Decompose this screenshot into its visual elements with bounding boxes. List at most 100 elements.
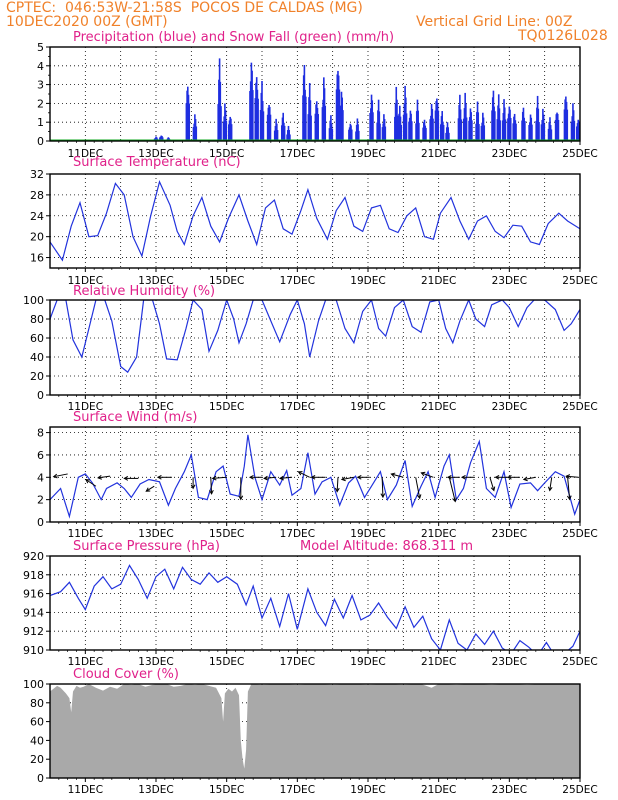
wind-arrow-shaft xyxy=(523,476,536,480)
cloud-xtick-label: 13DEC xyxy=(138,784,173,796)
wind-arrow-shaft xyxy=(381,477,384,498)
wind-arrow-head xyxy=(52,473,58,479)
precip-xtick-label: 19DEC xyxy=(350,148,385,160)
precip-bar xyxy=(161,137,164,141)
wind-arrow-shaft xyxy=(421,472,434,478)
cloud-ytick-label: 0 xyxy=(37,772,44,785)
temp-xtick-label: 15DEC xyxy=(209,275,244,287)
precip-bar xyxy=(257,98,259,141)
wind-arrow-shaft xyxy=(298,471,310,478)
wind-arrow-head xyxy=(522,476,528,482)
precip-ytick-label: 2 xyxy=(37,97,44,110)
wind-arrow-shaft xyxy=(549,477,553,491)
wind-arrow-head xyxy=(565,474,571,479)
precip-bar xyxy=(305,96,307,141)
wind-arrow-head xyxy=(190,484,196,490)
precip-bar xyxy=(543,123,546,141)
precip-panel xyxy=(46,46,581,145)
pressure-xtick-label: 23DEC xyxy=(492,656,527,668)
wind-xtick-label: 23DEC xyxy=(492,528,527,540)
wind-arrow-shaft xyxy=(415,477,421,499)
precip-ytick-label: 1 xyxy=(37,116,44,129)
wind-arrow-head xyxy=(263,475,269,481)
rh-ytick-label: 100 xyxy=(23,294,44,307)
precip-bar xyxy=(515,123,517,141)
precip-bar xyxy=(358,130,360,141)
precip-bar xyxy=(437,110,440,141)
precip-bar xyxy=(269,114,272,141)
wind-arrow-shaft xyxy=(53,473,68,478)
pressure-xtick-label: 21DEC xyxy=(421,656,456,668)
pressure-frame xyxy=(49,555,581,651)
wind-data xyxy=(50,434,580,519)
cloud-ytick-label: 80 xyxy=(30,697,44,710)
rh-frame xyxy=(49,299,581,396)
wind-xtick-label: 19DEC xyxy=(350,528,385,540)
cloud-xtick-label: 21DEC xyxy=(421,784,456,796)
temp-ytick-label: 16 xyxy=(30,252,44,265)
rh-series-line xyxy=(50,300,580,374)
wind-arrow-head xyxy=(85,479,90,484)
wind-arrow-head xyxy=(278,475,284,481)
wind-arrow-head xyxy=(356,474,362,480)
wind-arrow-head xyxy=(490,486,496,492)
rh-xtick-label: 15DEC xyxy=(209,401,244,413)
wind-xtick-label: 25DEC xyxy=(562,528,597,540)
wind-ytick-label: 4 xyxy=(37,471,44,484)
cloud-cover-area xyxy=(50,684,580,778)
precip-bar xyxy=(400,124,403,141)
wind-arrow-head xyxy=(460,474,466,480)
precip-bar xyxy=(504,119,507,141)
wind-arrow-shaft xyxy=(85,479,97,487)
temp-panel xyxy=(46,173,581,272)
wind-arrow-shaft xyxy=(97,475,111,479)
rh-xtick-label: 13DEC xyxy=(138,401,173,413)
wind-arrow-head xyxy=(334,487,340,493)
wind-arrow-head xyxy=(566,495,572,501)
precip-bar xyxy=(310,115,312,141)
precip-bar xyxy=(478,124,480,141)
wind-ytick-label: 8 xyxy=(37,427,44,440)
wind-arrow-head xyxy=(211,475,217,481)
precip-bar xyxy=(372,112,374,141)
wind-arrow-shaft xyxy=(212,476,227,479)
pressure-xtick-label: 15DEC xyxy=(209,656,244,668)
pressure-xtick-label: 17DEC xyxy=(280,656,315,668)
precip-bar xyxy=(350,129,353,141)
rh-ytick-label: 20 xyxy=(30,370,44,383)
rh-xtick-label: 19DEC xyxy=(350,401,385,413)
precip-bar xyxy=(531,124,533,141)
precip-bar xyxy=(276,130,279,141)
pressure-panel xyxy=(46,555,581,654)
wind-arrow-head xyxy=(248,474,254,480)
cloud-xtick-label: 11DEC xyxy=(68,784,103,796)
header-date: 10DEC2020 00Z (GMT) xyxy=(6,14,168,30)
precip-bar xyxy=(471,120,473,141)
rh-xtick-label: 25DEC xyxy=(562,401,597,413)
wind-title: Surface Wind (m/s) xyxy=(73,410,197,425)
temp-ytick-label: 24 xyxy=(30,210,44,223)
precip-bar xyxy=(317,114,319,141)
precip-bar xyxy=(460,119,463,141)
wind-series-line xyxy=(50,434,580,519)
wind-arrow-shaft xyxy=(489,477,495,491)
cloud-title: Cloud Cover (%) xyxy=(73,667,179,682)
precip-bar xyxy=(384,126,387,141)
precip-xtick-label: 15DEC xyxy=(209,148,244,160)
cloud-xtick-label: 17DEC xyxy=(280,784,315,796)
precip-bar xyxy=(283,125,286,141)
pressure-xtick-label: 11DEC xyxy=(68,656,103,668)
precip-ytick-label: 4 xyxy=(37,60,44,73)
temp-xtick-label: 13DEC xyxy=(138,275,173,287)
precip-xtick-label: 11DEC xyxy=(68,148,103,160)
temp-xtick-label: 23DEC xyxy=(492,275,527,287)
rh-ytick-label: 40 xyxy=(30,351,44,364)
header-model-code: TQ0126L028 xyxy=(518,28,608,44)
cloud-xtick-label: 15DEC xyxy=(209,784,244,796)
wind-frame xyxy=(49,426,581,523)
precip-bar xyxy=(225,120,228,141)
temp-xtick-label: 17DEC xyxy=(280,275,315,287)
temp-data xyxy=(50,179,580,262)
precip-bar xyxy=(566,109,569,141)
temp-series-line xyxy=(50,179,580,262)
